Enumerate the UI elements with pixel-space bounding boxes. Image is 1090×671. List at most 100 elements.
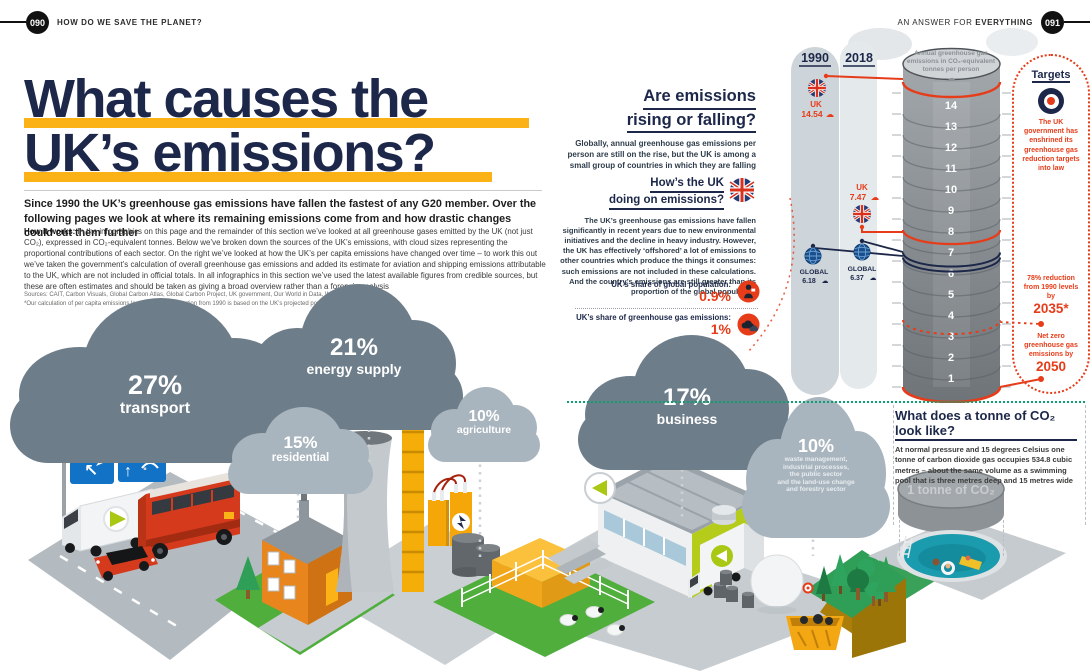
uk-2018-value: 7.47 [850,192,867,202]
dashed-drop-left [899,520,900,556]
headline-line2: UK’s emissions? [24,123,436,183]
share-population-label: UK’s share of global population: [611,280,731,289]
front-door [326,568,338,606]
cloud-waste: 10% waste management, industrial process… [742,396,890,538]
waste-label: the public sector [789,471,843,479]
scale-ticks-right [1002,92,1011,388]
header-right: AN ANSWER FOR EVERYTHING 091 [898,11,1064,34]
business-label: business [656,410,718,427]
swim-ring [941,561,955,575]
uk-doing-heading: How’s the UK doing on emissions? [560,176,724,210]
sheep [559,606,625,636]
transformer [428,474,472,546]
waste-truck [688,523,764,598]
pool-ladder [901,535,913,559]
share-emissions-value: 1% [710,321,731,337]
dashed-guide-left [893,405,894,525]
cylinder-bands [902,113,1001,381]
target-2035: 78% reduction from 1990 levels by 2035* [1014,274,1088,317]
cloud-energy: 21% energy supply [245,284,463,430]
cloud-icon: ☁ [870,275,877,282]
swimming-pool [897,530,1007,582]
barrels [714,569,754,608]
svg-text:↖: ↖ [84,461,98,480]
storage-tanks [452,533,500,577]
scale-10: 10 [945,184,957,196]
business-building-illustration [548,456,762,598]
tonne-section-divider [567,401,1085,403]
recycle-logo [592,480,607,496]
population-icon [737,280,760,303]
skip [786,614,844,650]
transport-value: 27% [127,370,183,401]
cylinder-caption: emissions in CO₂-equivalent [907,58,996,65]
page-number-left: 090 [26,11,49,34]
uk-2018-label: UK [856,183,868,192]
year-2018: 2018 [845,51,873,65]
headline-line1: What causes the [24,69,429,129]
agriculture-label: agriculture [456,424,512,437]
column-1990 [791,47,839,395]
scale-3: 3 [948,331,954,343]
section-title-right: AN ANSWER FOR EVERYTHING [897,18,1033,27]
cylinder-caption: tonnes per person [923,66,980,73]
header-rule-left [0,21,26,23]
header-left: 090 HOW DO WE SAVE THE PLANET? [26,11,202,34]
tonne-body: At normal pressure and 15 degrees Celsiu… [895,445,1073,486]
global-1990-label: GLOBAL [800,269,829,276]
scale-13: 13 [945,121,957,133]
scale-7: 7 [948,247,954,259]
waste-label: waste management, [784,456,848,464]
waste-label: industrial processes, [783,463,849,471]
cloud-icon: ☁ [822,278,829,285]
target-2035-dot [1038,321,1044,327]
section-title-left: HOW DO WE SAVE THE PLANET? [57,18,203,27]
share-emissions-label: UK’s share of greenhouse gas emissions: [576,313,731,322]
cloud-icon: ☁ [826,109,835,119]
scale-12: 12 [945,142,957,154]
uk-doing-body: The UK’s greenhouse gas emissions have f… [560,215,756,296]
scale-1: 1 [948,373,954,385]
page-number-right: 091 [1041,11,1064,34]
level-uk-1990 [901,81,1002,99]
poolside-trees [847,556,896,606]
standfirst: Since 1990 the UK’s greenhouse gas emiss… [24,190,542,241]
share-emissions-row: UK’s share of greenhouse gas emissions: … [560,313,760,337]
global-2018-value: 6.37 [850,275,864,282]
tree [236,556,260,590]
road-markings [59,488,301,630]
level-uk-2018 [901,229,1002,246]
waste-value: 10% [797,436,835,457]
target-2050-year: 2050 [1035,358,1067,374]
rising-falling-section: Are emissions rising or falling? Globally… [560,86,756,172]
target-2050: Net zero greenhouse gas emissions by 205… [1014,332,1088,375]
cloud-icon: ☁ [871,192,880,202]
car-illustration [94,546,158,581]
scale-14: 14 [945,100,958,112]
target-2035-text: 78% reduction from 1990 levels by [1023,275,1079,301]
level-2035-target [902,319,1001,335]
emissions-icon [737,313,760,336]
global-1990-value: 6.18 [802,278,816,285]
rising-heading: Are emissions rising or falling? [560,86,756,134]
scale-6: 6 [948,268,954,280]
level-global-1990 [902,257,1001,273]
agriculture-value: 10% [468,407,500,425]
tonne-heading: What does a tonne of CO₂ look like? [895,408,1077,441]
residential-value: 15% [283,433,318,453]
target-2050-text: Net zero greenhouse gas emissions by [1024,333,1078,359]
global-2018-label: GLOBAL [848,266,877,273]
business-value: 17% [662,384,712,412]
residential-label: residential [271,452,330,465]
year-1990: 1990 [801,51,829,65]
uk-1990-value: 14.54 [801,109,823,119]
transport-label: transport [119,400,191,418]
scale-9: 9 [948,205,954,217]
waste-label: and forestry sector [786,485,846,493]
swimmer [932,558,940,566]
stairs [548,538,614,584]
share-population-value: 0.9% [699,288,731,304]
dashed-drop-right [1003,520,1004,556]
tonne-cylinder: 1 tonne of CO₂ [897,469,1005,533]
